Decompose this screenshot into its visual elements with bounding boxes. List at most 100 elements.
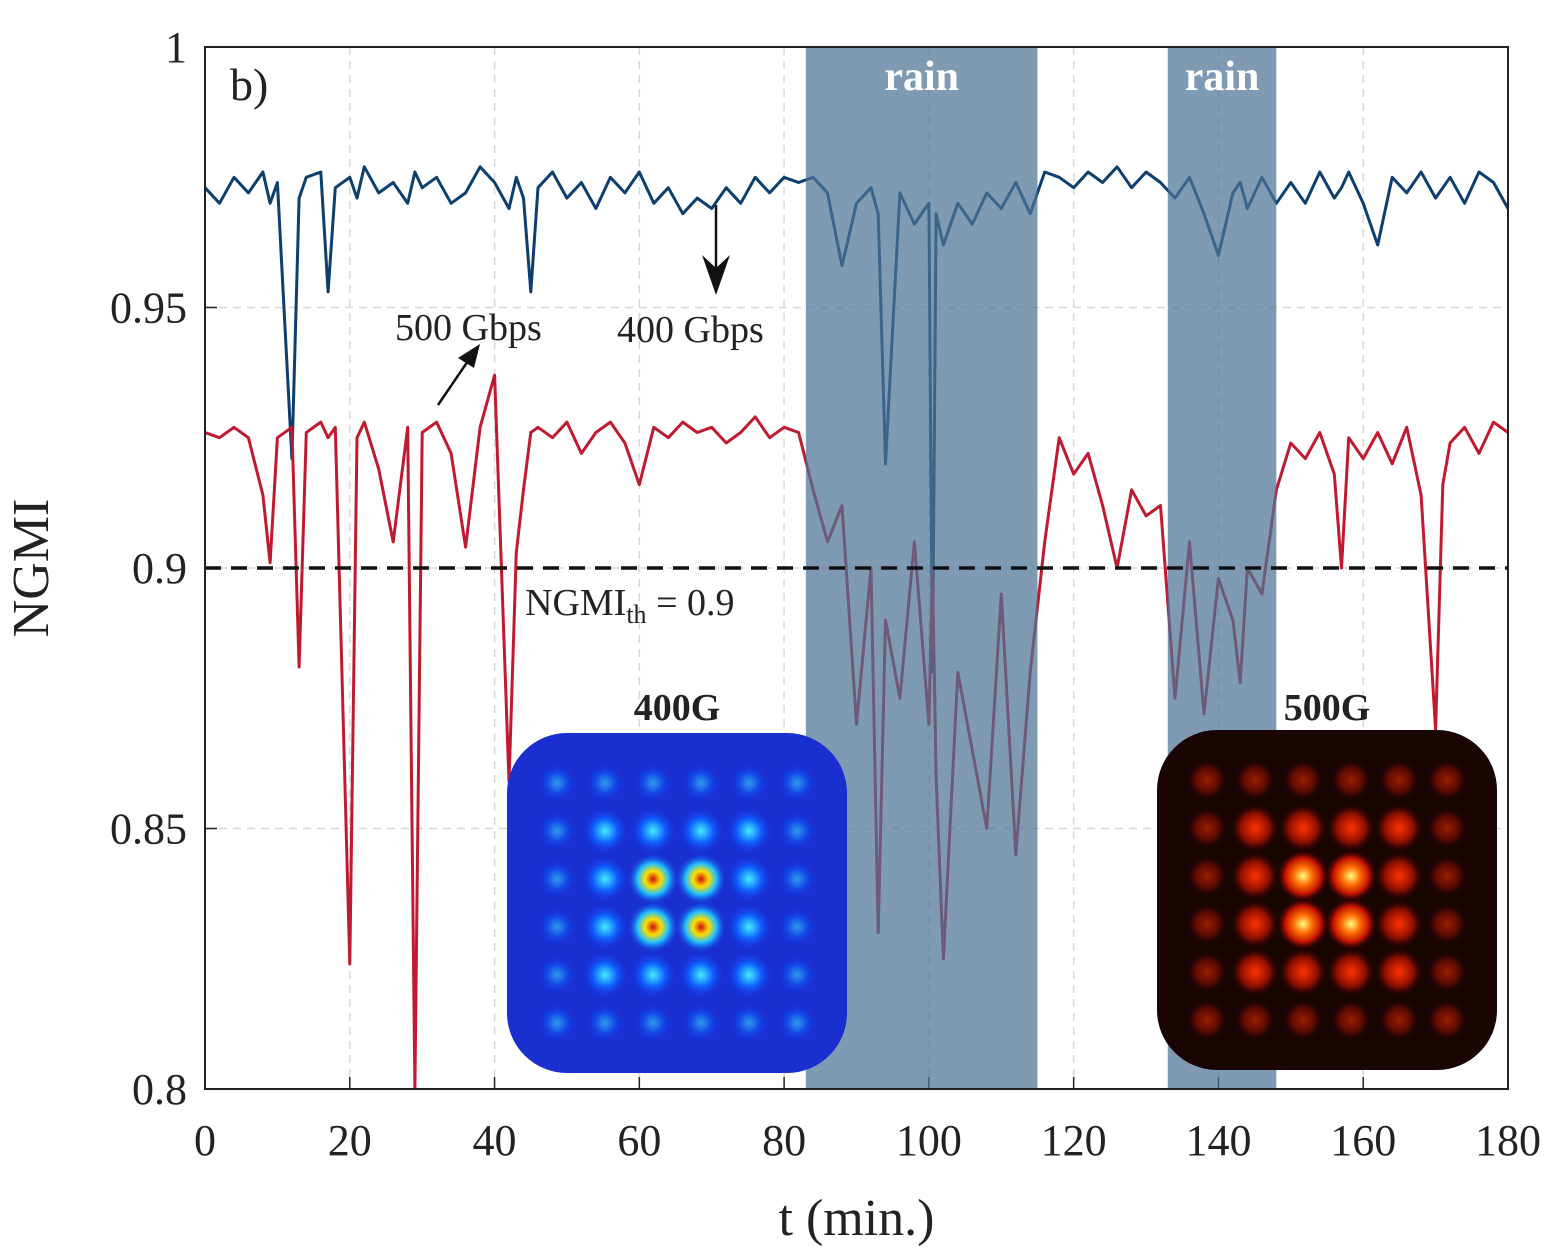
series-annotation: 500 Gbps: [395, 307, 542, 349]
constellation-point: [1427, 1000, 1467, 1040]
constellation-point: [581, 951, 629, 999]
constellation-point: [725, 951, 773, 999]
series-annotation: 400 Gbps: [617, 309, 764, 351]
constellation-point: [1375, 948, 1423, 996]
constellation-point: [777, 907, 817, 947]
constellation-point: [1187, 856, 1227, 896]
constellation-point: [1327, 948, 1375, 996]
constellation-point: [1187, 952, 1227, 992]
constellation-point: [581, 855, 629, 903]
constellation-point: [581, 903, 629, 951]
x-tick-label: 0: [194, 1116, 216, 1165]
constellation-point: [1231, 948, 1279, 996]
constellation-point: [1327, 804, 1375, 852]
constellation-point: [1279, 804, 1327, 852]
constellation-point: [1277, 850, 1329, 902]
x-tick-label: 100: [896, 1116, 962, 1165]
constellation-point: [537, 763, 577, 803]
constellation-point: [1379, 760, 1419, 800]
x-tick-label: 180: [1475, 1116, 1541, 1165]
constellation-point: [1279, 948, 1327, 996]
constellation-point: [1187, 904, 1227, 944]
x-tick-label: 20: [328, 1116, 372, 1165]
constellation-point: [633, 763, 673, 803]
x-tick-label: 60: [617, 1116, 661, 1165]
y-tick-label: 0.85: [110, 805, 187, 854]
inset-label: 500G: [1284, 687, 1371, 729]
constellation-point: [729, 1003, 769, 1043]
constellation-point: [777, 1003, 817, 1043]
constellation-point: [629, 951, 677, 999]
constellation-point: [1325, 850, 1377, 902]
threshold-label-sub: th: [626, 600, 646, 629]
x-tick-label: 160: [1330, 1116, 1396, 1165]
constellation-point: [1375, 804, 1423, 852]
constellation-point: [633, 1003, 673, 1043]
constellation-point: [585, 763, 625, 803]
x-tick-label: 80: [762, 1116, 806, 1165]
constellation-point: [627, 901, 679, 953]
y-tick-label: 1: [165, 23, 187, 72]
x-tick-label: 120: [1041, 1116, 1107, 1165]
constellation-point: [1231, 852, 1279, 900]
constellation-point: [629, 807, 677, 855]
constellation-point: [725, 903, 773, 951]
region-label: rain: [884, 54, 959, 100]
constellation-point: [1235, 1000, 1275, 1040]
constellation-inset: [1157, 730, 1497, 1070]
threshold-label: NGMIth = 0.9: [525, 582, 735, 629]
constellation-point: [1331, 760, 1371, 800]
constellation-point: [777, 763, 817, 803]
constellation-point: [677, 807, 725, 855]
constellation-point: [1277, 898, 1329, 950]
constellation-point: [537, 859, 577, 899]
y-tick-label: 0.95: [110, 284, 187, 333]
arrow-head: [702, 255, 730, 295]
region-label: rain: [1185, 54, 1260, 100]
constellation-point: [1375, 852, 1423, 900]
x-axis-label: t (min.): [779, 1190, 935, 1247]
constellation-point: [1427, 856, 1467, 896]
constellation-point: [627, 853, 679, 905]
threshold-label-main: NGMI: [525, 582, 626, 624]
axes-frame: [204, 46, 1509, 1090]
constellation-point: [537, 1003, 577, 1043]
inset-label: 400G: [634, 687, 721, 729]
y-tick-label: 0.8: [132, 1065, 187, 1114]
constellation-point: [1427, 760, 1467, 800]
constellation-point: [1379, 1000, 1419, 1040]
panel-label: b): [230, 59, 268, 110]
constellation-point: [677, 951, 725, 999]
constellation-point: [1331, 1000, 1371, 1040]
constellation-point: [681, 763, 721, 803]
x-tick-label: 140: [1185, 1116, 1251, 1165]
constellation-point: [777, 811, 817, 851]
constellation-point: [581, 807, 629, 855]
constellation-point: [537, 811, 577, 851]
constellation-point: [1235, 760, 1275, 800]
threshold-label-suffix: = 0.9: [647, 582, 735, 624]
constellation-point: [725, 855, 773, 903]
constellation-point: [1187, 808, 1227, 848]
constellation-point: [675, 901, 727, 953]
constellation-point: [1231, 900, 1279, 948]
constellation-point: [777, 955, 817, 995]
constellation-point: [537, 955, 577, 995]
constellation-inset: [507, 733, 847, 1073]
constellation-point: [1283, 1000, 1323, 1040]
constellation-point: [1427, 808, 1467, 848]
arrow: [436, 357, 472, 406]
constellation-point: [537, 907, 577, 947]
constellation-point: [1283, 760, 1323, 800]
y-tick-label: 0.9: [132, 544, 187, 593]
constellation-point: [1187, 760, 1227, 800]
constellation-point: [1325, 898, 1377, 950]
constellation-point: [585, 1003, 625, 1043]
constellation-point: [1187, 1000, 1227, 1040]
constellation-point: [1427, 952, 1467, 992]
constellation-point: [1231, 804, 1279, 852]
constellation-point: [729, 763, 769, 803]
constellation-point: [777, 859, 817, 899]
constellation-point: [725, 807, 773, 855]
